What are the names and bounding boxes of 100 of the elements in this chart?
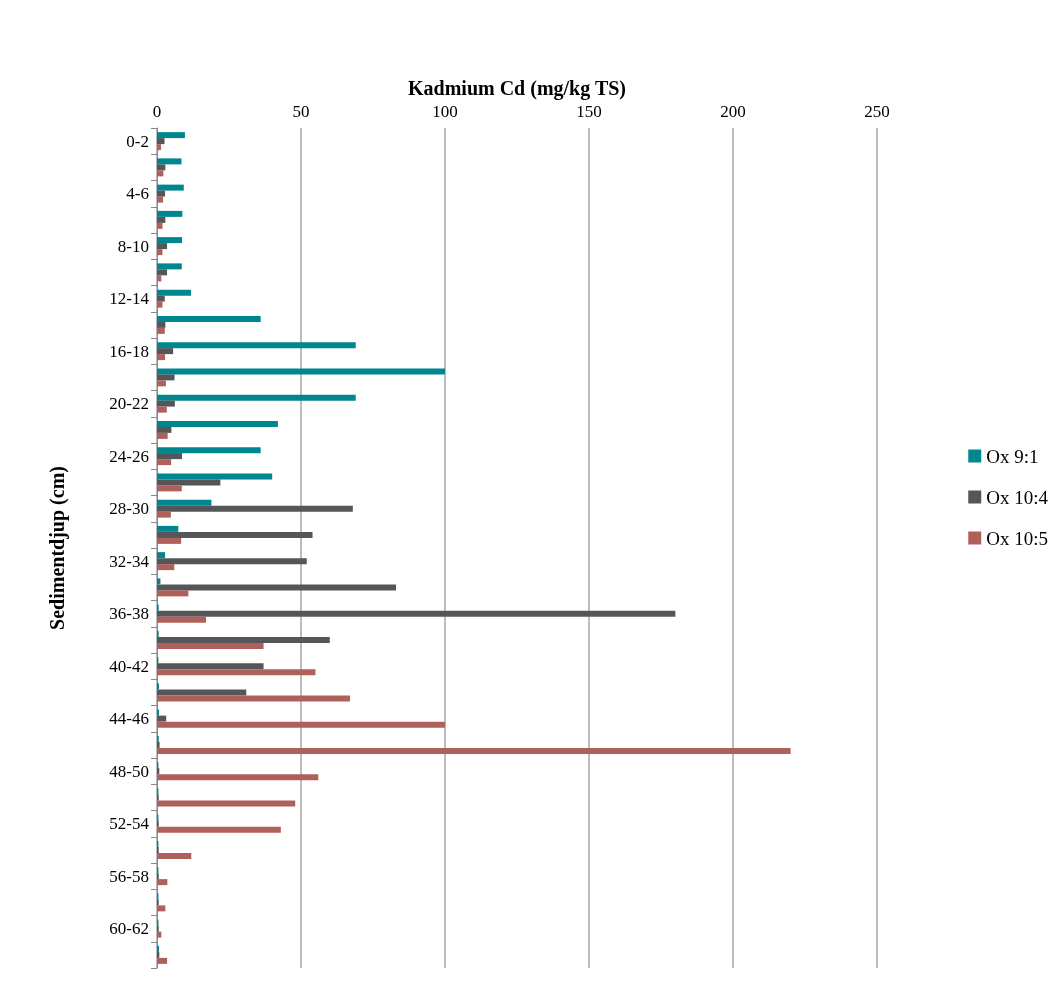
bar <box>157 564 175 571</box>
bar <box>157 138 165 145</box>
bar <box>157 479 221 486</box>
x-tick-label: 50 <box>292 102 310 121</box>
y-tick-label: 24-26 <box>109 446 149 466</box>
bar <box>157 196 164 203</box>
y-tick-label: 20-22 <box>109 394 149 414</box>
y-tick-label: 36-38 <box>109 604 149 624</box>
bar <box>157 243 168 250</box>
bar <box>157 931 162 938</box>
bar <box>157 590 189 597</box>
bar <box>157 216 166 223</box>
bar <box>157 144 162 151</box>
bar <box>157 380 166 387</box>
bar <box>157 826 281 833</box>
bar <box>157 558 307 565</box>
x-tick-label: 150 <box>576 102 602 121</box>
legend-label: Ox 10:5 <box>986 527 1048 549</box>
bar <box>157 709 160 716</box>
y-tick-label: 0-2 <box>126 131 149 151</box>
bar <box>157 400 175 407</box>
bar <box>157 295 165 302</box>
bar <box>157 327 165 334</box>
bar <box>157 552 166 559</box>
bar <box>157 669 316 676</box>
bar <box>157 315 261 322</box>
bar <box>157 348 174 355</box>
bar <box>157 453 183 460</box>
bar <box>157 905 166 912</box>
y-tick-label: 40-42 <box>109 656 149 676</box>
x-tick-label: 0 <box>152 102 162 121</box>
bar <box>157 289 191 296</box>
bar <box>157 499 212 506</box>
bar <box>157 689 247 696</box>
bar <box>157 747 791 754</box>
bar <box>157 945 160 952</box>
bar <box>157 695 350 702</box>
bar <box>157 636 330 643</box>
bar <box>157 610 676 617</box>
bar <box>157 237 183 244</box>
bar <box>157 800 296 807</box>
bar <box>157 531 313 538</box>
bar <box>157 406 167 413</box>
bar <box>157 774 319 781</box>
bar <box>157 459 172 466</box>
bar <box>157 879 168 886</box>
bar <box>157 301 163 308</box>
bar <box>157 616 206 623</box>
x-tick-label: 100 <box>432 102 458 121</box>
bar <box>157 447 261 454</box>
x-tick-label: 200 <box>720 102 746 121</box>
bar <box>157 426 172 433</box>
bar <box>157 354 166 361</box>
bar <box>157 269 168 276</box>
y-tick-label: 28-30 <box>109 499 149 519</box>
bar <box>157 184 184 191</box>
bar <box>157 511 171 518</box>
bar <box>157 321 166 328</box>
bar <box>157 957 168 964</box>
bar <box>157 222 163 229</box>
bar <box>157 525 179 532</box>
bar <box>157 420 278 427</box>
legend-label: Ox 9:1 <box>986 445 1039 467</box>
y-axis-title: Sedimentdjup (cm) <box>46 466 69 630</box>
y-tick-label: 52-54 <box>109 814 150 834</box>
bar <box>157 263 182 270</box>
bar <box>157 537 182 544</box>
x-axis-title: Kadmium Cd (mg/kg TS) <box>407 77 627 100</box>
bar <box>157 663 264 670</box>
legend-label: Ox 10:4 <box>986 486 1049 508</box>
bar <box>157 505 353 512</box>
bar <box>157 342 356 349</box>
y-tick-label: 32-34 <box>109 551 150 571</box>
bar <box>157 394 356 401</box>
y-tick-label: 4-6 <box>126 184 149 204</box>
bar <box>157 132 185 139</box>
bar <box>157 715 167 722</box>
y-tick-label: 56-58 <box>109 866 149 886</box>
bar <box>157 852 192 859</box>
bar <box>157 683 160 690</box>
bar <box>157 170 164 177</box>
bar <box>157 210 183 217</box>
bar <box>157 275 162 282</box>
bar <box>157 432 168 439</box>
y-tick-label: 16-18 <box>109 341 149 361</box>
bar <box>157 164 166 171</box>
y-tick-label: 8-10 <box>117 236 149 256</box>
bar <box>157 368 445 375</box>
bar <box>157 741 160 748</box>
y-tick-label: 44-46 <box>109 709 149 729</box>
y-tick-label: 60-62 <box>109 919 149 939</box>
bar <box>157 642 264 649</box>
bar <box>157 374 175 381</box>
bar <box>157 485 182 492</box>
bar <box>157 249 163 256</box>
bar <box>157 584 397 591</box>
bar <box>157 158 182 165</box>
y-tick-label: 12-14 <box>109 289 150 309</box>
bar <box>157 721 445 728</box>
x-tick-label: 250 <box>864 102 890 121</box>
